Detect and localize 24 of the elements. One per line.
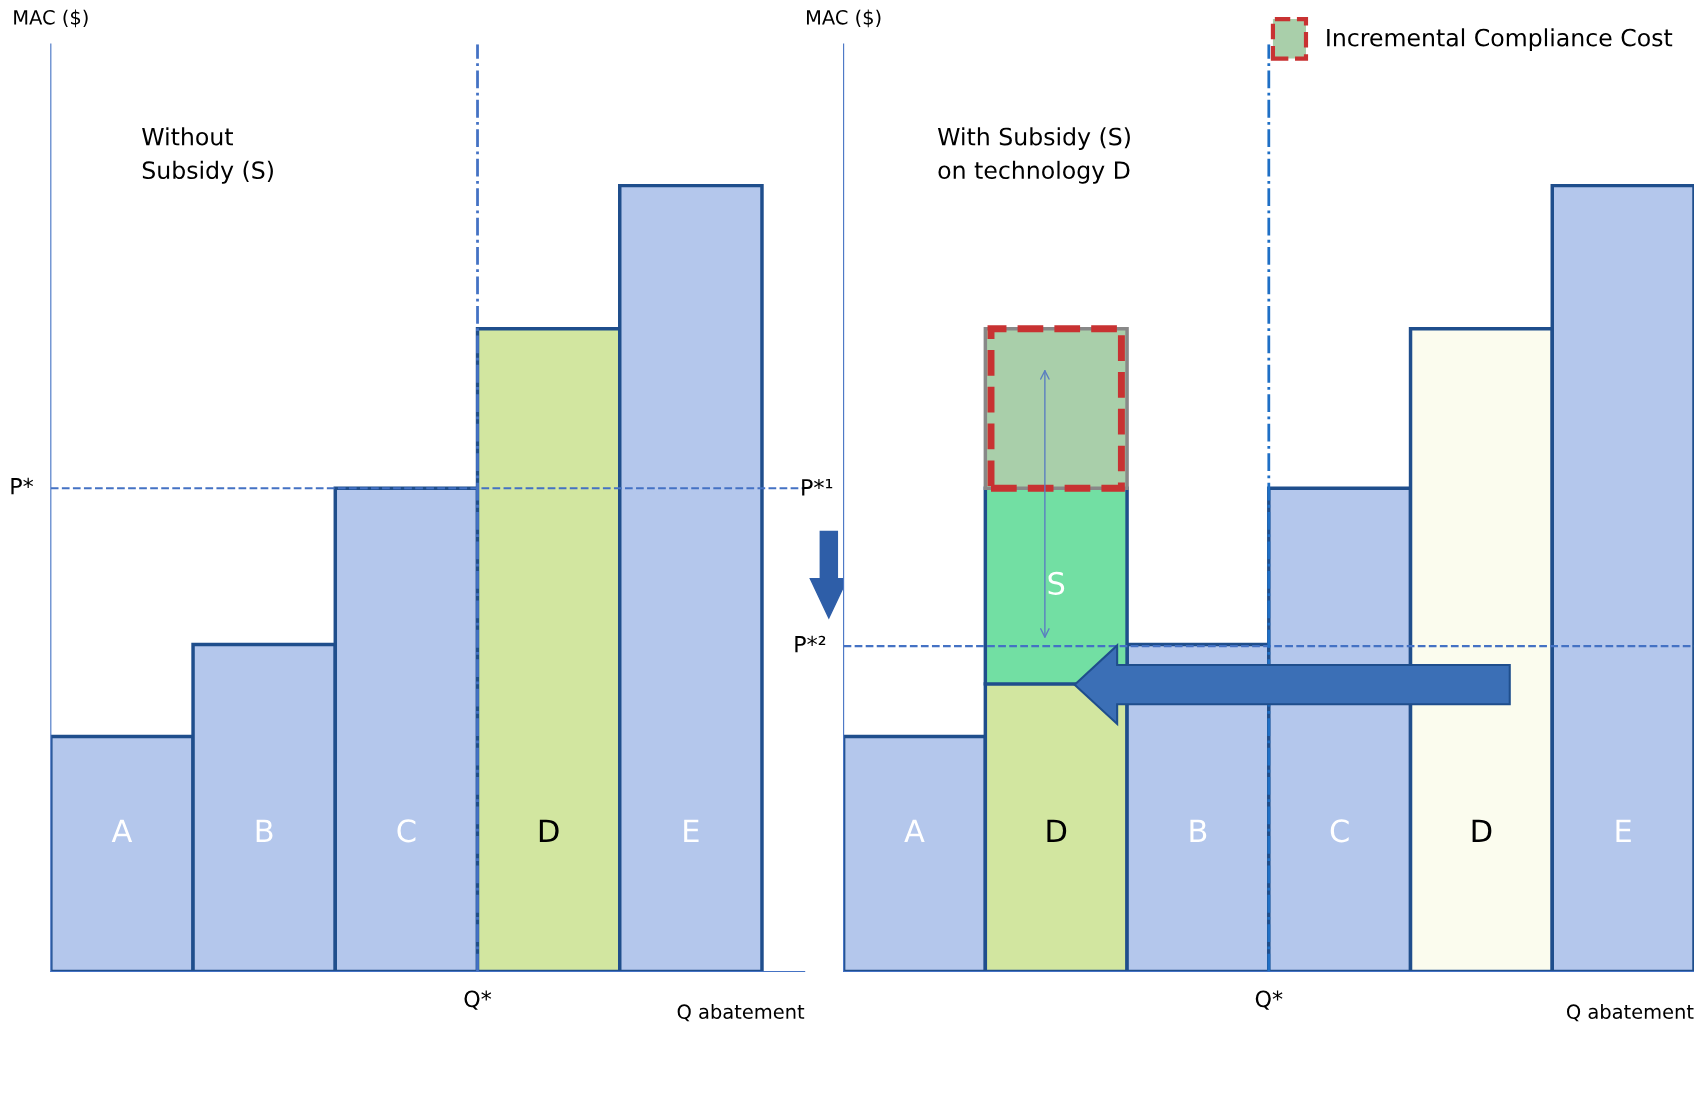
x-axis-title: Q abatement (1566, 1003, 1694, 1022)
x-tick-label: B (256, 819, 273, 842)
ref-line-label: Q* (464, 990, 492, 1010)
ref-line-label: P* (11, 477, 34, 495)
x-tick-label: A (904, 819, 925, 842)
x-tick-label: C (1330, 819, 1349, 843)
chart-title: With Subsidy (S) on technology D (937, 127, 1130, 184)
x-tick-label: D (1472, 819, 1492, 842)
x-tick-label: C (397, 819, 416, 843)
x-tick-label: E (1616, 819, 1631, 842)
x-tick-label: D (1047, 819, 1067, 842)
x-axis-title: Q abatement (677, 1003, 805, 1022)
legend-label: Incremental Compliance Cost (1327, 28, 1673, 52)
x-tick-label: E (684, 819, 699, 842)
y-axis-title: MAC ($) (14, 9, 88, 28)
ref-line-label: P*² (795, 635, 826, 653)
x-tick-label: A (111, 819, 133, 842)
ref-line-label: Q* (1255, 990, 1283, 1010)
series-label: S (1048, 571, 1065, 595)
annotation: P*¹ (802, 478, 833, 496)
chart-title: Without Subsidy (S) (142, 127, 273, 184)
x-tick-label: B (1190, 819, 1207, 842)
y-axis-title: MAC ($) (807, 9, 881, 28)
x-tick-label: D (539, 819, 559, 842)
